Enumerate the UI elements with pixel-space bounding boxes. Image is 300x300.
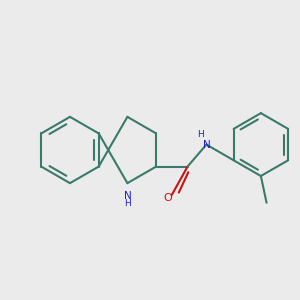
Text: H: H [197, 130, 204, 140]
Text: N: N [124, 191, 131, 201]
Text: H: H [124, 199, 131, 208]
Text: O: O [163, 193, 172, 203]
Text: N: N [202, 140, 210, 150]
